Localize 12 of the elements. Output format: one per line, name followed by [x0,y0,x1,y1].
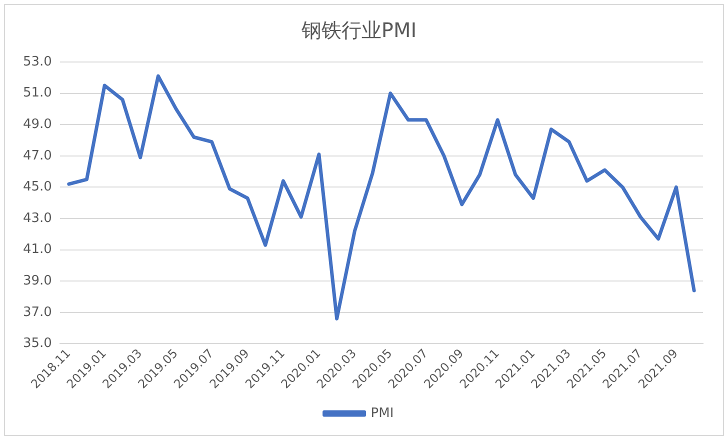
y-tick-label: 53.0 [22,54,52,70]
y-tick-label: 47.0 [22,148,52,164]
y-tick-label: 49.0 [22,116,52,132]
y-tick-label: 35.0 [22,336,52,352]
y-tick-label: 45.0 [22,180,52,195]
y-tick-label: 51.0 [22,86,52,101]
y-tick-label: 37.0 [22,304,52,320]
legend-label: PMI [370,406,394,421]
y-tick-label: 41.0 [22,242,52,258]
y-tick-label: 39.0 [22,273,52,288]
y-tick-label: 43.0 [22,210,52,226]
chart-title: 钢铁行业PMI [300,18,417,42]
